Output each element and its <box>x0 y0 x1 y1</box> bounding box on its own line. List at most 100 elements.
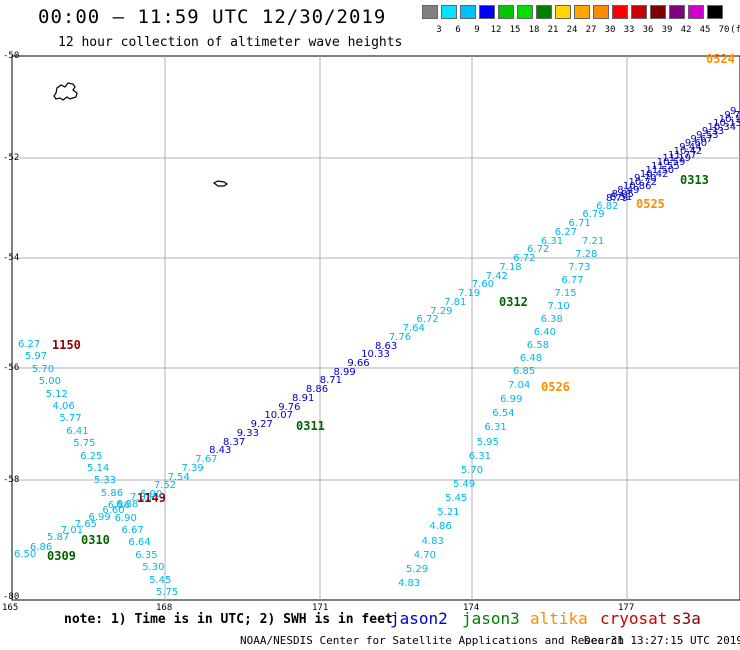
lat-label-80: -80 <box>3 592 20 602</box>
wave-height-value: 11.55 <box>651 161 680 173</box>
wave-height-value: 7.04 <box>508 380 531 391</box>
color-scale-swatch <box>593 5 609 19</box>
satellite-legend-item: cryosat <box>600 609 668 628</box>
wave-height-value: 8.63 <box>375 340 398 352</box>
wave-height-value: 7.15 <box>554 288 577 299</box>
wave-height-value: 10.34 <box>707 121 737 133</box>
wave-height-value: 6.90 <box>114 512 137 524</box>
wave-height-value: 5.33 <box>93 475 117 487</box>
wave-height-value: 6.82 <box>596 200 619 212</box>
wave-height-value: 6.77 <box>561 275 584 286</box>
color-scale-label: 12 <box>490 25 502 35</box>
wave-height-value: 7.60 <box>471 279 495 291</box>
wave-height-value: 6.31 <box>468 450 491 462</box>
wave-height-value: 5.70 <box>31 363 55 375</box>
wave-height-value: 10.86 <box>622 181 652 193</box>
color-scale-swatch <box>555 5 571 19</box>
wave-height-value: 6.67 <box>121 525 144 536</box>
color-scale-swatch <box>441 5 457 19</box>
wave-height-value: 6.54 <box>492 408 515 420</box>
color-scale-label: 42 <box>680 25 692 35</box>
wave-height-value: 8.79 <box>606 193 629 204</box>
wave-height-value: 9.44 <box>679 141 702 153</box>
wave-height-value: 6.60 <box>102 505 125 517</box>
island-campbell <box>212 180 229 187</box>
map-title: 00:00 – 11:59 UTC 12/30/2019 <box>38 6 387 28</box>
pass-time-label: 0525 <box>636 197 665 211</box>
wave-height-value: 7.52 <box>153 480 177 492</box>
wave-height-value: 9.67 <box>690 133 713 145</box>
wave-height-value: 6.64 <box>128 537 151 549</box>
wave-height-value: 6.86 <box>30 542 53 553</box>
wave-height-value: 7.10 <box>547 301 570 312</box>
wave-height-value: 8.51 <box>610 192 633 203</box>
footer-note: note: 1) Time is in UTC; 2) SWH is in fe… <box>64 612 393 627</box>
lon-label-168: 168 <box>156 603 173 613</box>
wave-height-value: 4.70 <box>413 549 436 561</box>
wave-height-value: 5.97 <box>24 351 48 363</box>
color-scale-label: 18 <box>528 25 540 35</box>
wave-height-value: 4.83 <box>421 535 444 547</box>
wave-height-value: 8.37 <box>222 436 246 448</box>
wave-height-value: 10.42 <box>673 145 703 157</box>
wave-height-value: 7.03 <box>130 492 153 503</box>
wave-height-value: 8.91 <box>292 392 315 404</box>
color-scale-label: 30 <box>604 25 616 35</box>
pass-time-label: 0526 <box>541 380 570 394</box>
color-scale-swatch <box>536 5 552 19</box>
lon-label-171: 171 <box>312 603 329 613</box>
color-scale-label: 27 <box>585 25 597 35</box>
color-scale-label: 9 <box>474 25 480 35</box>
satellite-legend-item: altika <box>530 609 588 628</box>
pass-time-label: 1149 <box>137 491 166 505</box>
wave-height-value: 10.72 <box>628 177 658 189</box>
color-scale-unit: (ft) <box>730 25 740 35</box>
wave-height-value: 5.00 <box>38 376 61 388</box>
color-scale-swatch <box>631 5 647 19</box>
wave-height-value: 7.39 <box>181 462 204 474</box>
wave-height-value: 6.41 <box>66 425 89 437</box>
wave-height-value: 6.88 <box>116 498 139 510</box>
wave-height-value: 10.07 <box>264 410 294 422</box>
pass-time-label: 0524 <box>706 52 735 66</box>
wave-height-value: 6.79 <box>582 209 605 221</box>
color-scale-label: 15 <box>509 25 521 35</box>
wave-height-value: 5.70 <box>460 464 484 476</box>
wave-height-value: 9.7 <box>724 109 740 121</box>
wave-height-value: 6.85 <box>513 366 536 377</box>
footer-timestamp: Dec 31 13:27:15 UTC 2019 <box>584 634 740 647</box>
color-scale-label: 36 <box>642 25 654 35</box>
color-scale-label: 33 <box>623 25 635 35</box>
wave-height-value: 6.58 <box>526 340 550 351</box>
wave-height-value: 5.87 <box>47 532 70 543</box>
wave-height-value: 9.66 <box>347 357 370 369</box>
wave-height-value: 6.48 <box>519 353 543 364</box>
lat-label-52: -52 <box>3 153 20 163</box>
wave-height-value: 8.99 <box>333 366 356 378</box>
wave-height-value: 6.27 <box>554 226 577 238</box>
wave-height-value: 9.76 <box>278 401 301 413</box>
pass-time-label: 0310 <box>81 533 110 547</box>
wave-height-value: 8.49 <box>617 185 640 197</box>
color-scale-label: 3 <box>436 25 442 35</box>
wave-height-value: 10.11 <box>718 113 740 125</box>
wave-height-value: 7.42 <box>485 270 508 282</box>
lon-label-177: 177 <box>618 603 635 613</box>
wave-height-value: 7.64 <box>402 323 425 335</box>
wave-height-value: 6.25 <box>80 450 103 462</box>
wave-height-value: 5.86 <box>100 487 124 499</box>
wave-height-value: 7.29 <box>430 305 453 317</box>
wave-height-value: 5.75 <box>73 438 96 450</box>
color-scale-swatch <box>460 5 476 19</box>
wave-height-value: 5.21 <box>437 507 460 519</box>
lat-label-54: -54 <box>3 253 20 263</box>
wave-height-value: 11.50 <box>645 165 675 177</box>
wave-height-value: 5.95 <box>476 436 499 448</box>
map-frame <box>11 55 740 601</box>
wave-height-value: 4.06 <box>52 401 75 412</box>
wave-height-value: 6.27 <box>18 339 41 350</box>
color-scale-swatch <box>707 5 723 19</box>
wave-height-value: 11.77 <box>668 149 697 161</box>
